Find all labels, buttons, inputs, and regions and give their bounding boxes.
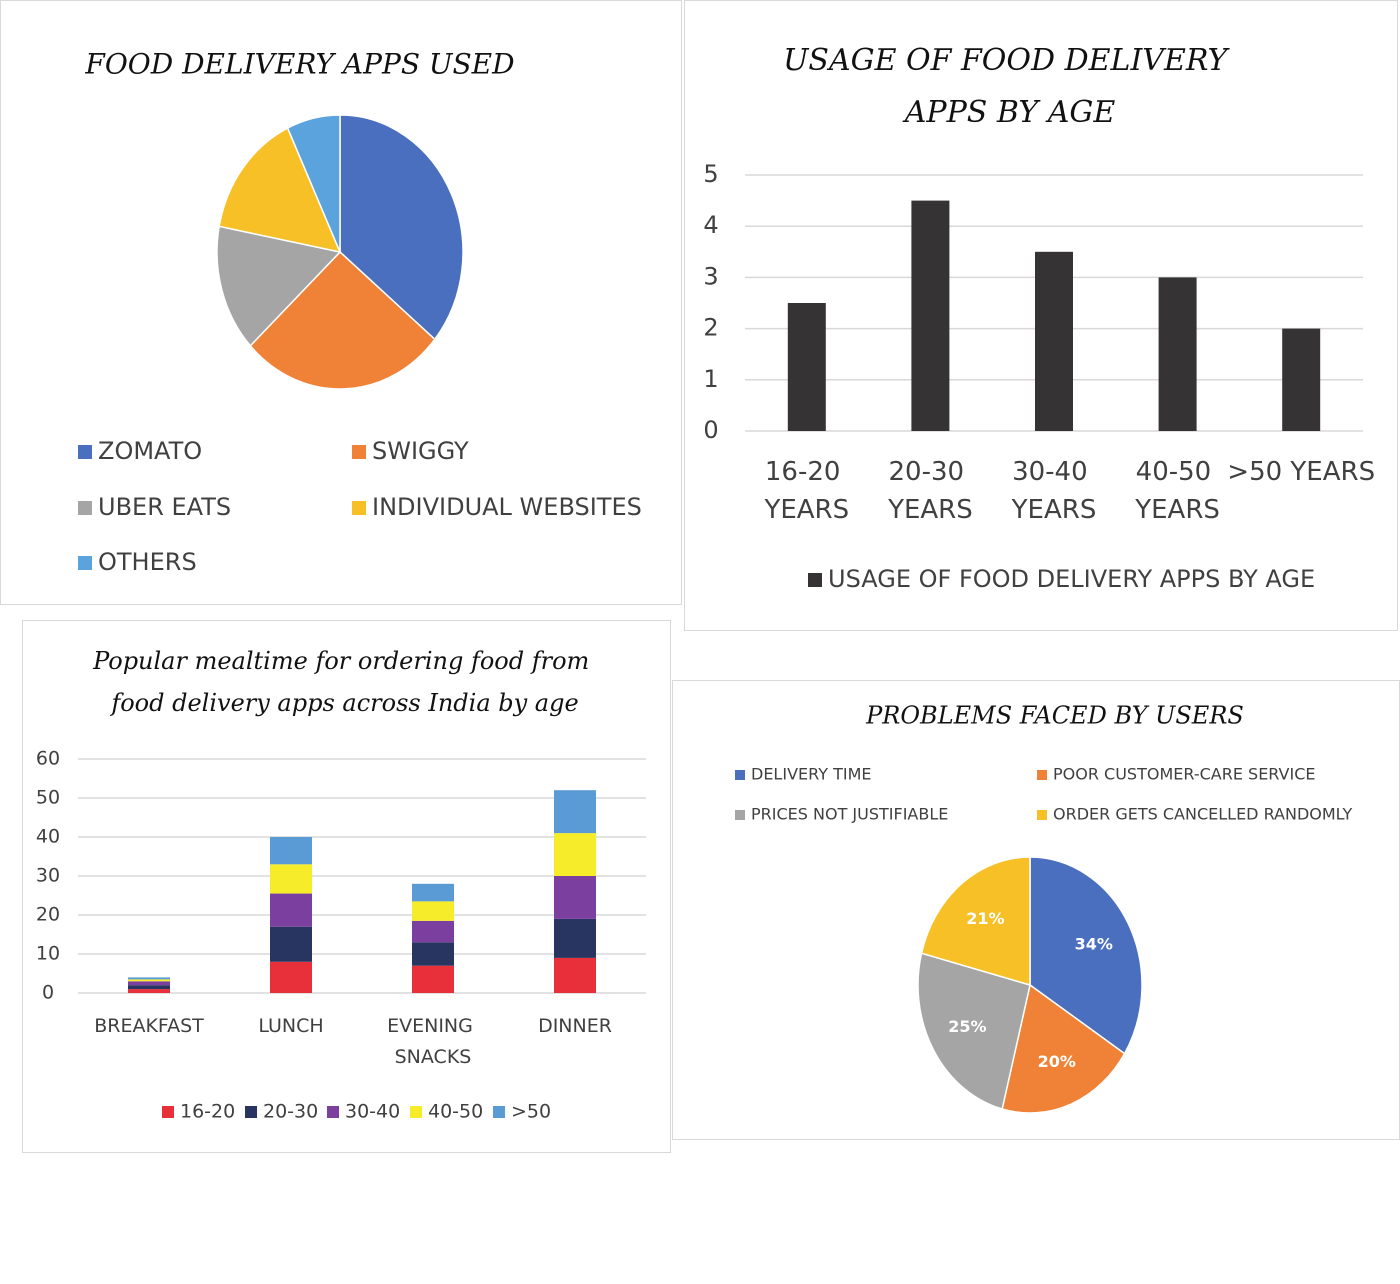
bar xyxy=(270,893,312,927)
y-tick-label: 0 xyxy=(42,982,54,1004)
y-tick-label: 5 xyxy=(703,160,718,188)
bar xyxy=(787,303,826,431)
x-tick-label: >50 YEARS xyxy=(1227,457,1375,487)
legend-swatch xyxy=(78,556,92,570)
y-tick-label: 20 xyxy=(36,904,60,926)
bar xyxy=(412,883,454,902)
panel xyxy=(0,0,682,605)
pie-slice xyxy=(216,225,342,347)
legend-label: POOR CUSTOMER-CARE SERVICE xyxy=(1053,765,1315,784)
bar xyxy=(1035,251,1073,431)
bar xyxy=(412,965,454,993)
panel xyxy=(684,0,1398,631)
data-label: 34% xyxy=(1075,934,1113,953)
bar xyxy=(128,985,170,990)
legend-swatch xyxy=(1037,810,1047,820)
legend-swatch xyxy=(245,1106,257,1118)
legend-label: OTHERS xyxy=(98,548,197,576)
pie-slice xyxy=(917,952,1031,1110)
bar xyxy=(1282,328,1321,431)
legend-swatch xyxy=(735,770,745,780)
legend-label: SWIGGY xyxy=(372,437,469,465)
chart-title: Popular mealtime for ordering food from … xyxy=(92,647,597,717)
legend-label: USAGE OF FOOD DELIVERY APPS BY AGE xyxy=(828,565,1315,593)
bar xyxy=(270,837,312,865)
legend-label: INDIVIDUAL WEBSITES xyxy=(372,493,642,521)
y-tick-label: 10 xyxy=(36,943,60,965)
bar xyxy=(554,833,596,876)
bar xyxy=(554,918,596,958)
legend-swatch xyxy=(735,810,745,820)
bar xyxy=(128,981,170,986)
x-tick-label: LUNCH xyxy=(258,1015,323,1037)
chart-title: PROBLEMS FACED BY USERS xyxy=(865,702,1244,730)
bar xyxy=(911,200,950,431)
legend-swatch xyxy=(493,1106,505,1118)
y-tick-label: 2 xyxy=(703,314,718,342)
bar xyxy=(270,926,312,962)
bar xyxy=(412,920,454,943)
y-tick-label: 3 xyxy=(703,262,718,290)
bar xyxy=(128,977,170,980)
legend-label: ZOMATO xyxy=(98,437,202,465)
pie-slice xyxy=(1001,983,1126,1114)
legend-label: ORDER GETS CANCELLED RANDOMLY xyxy=(1053,805,1352,824)
y-tick-label: 0 xyxy=(703,416,718,444)
bar xyxy=(270,864,312,894)
bar xyxy=(554,957,596,993)
y-tick-label: 4 xyxy=(703,211,718,239)
legend-swatch xyxy=(352,501,366,515)
bar xyxy=(128,979,170,982)
data-label: 21% xyxy=(966,909,1004,928)
bar xyxy=(128,989,170,993)
legend-swatch xyxy=(1037,770,1047,780)
data-label: 20% xyxy=(1038,1052,1076,1071)
bar xyxy=(412,942,454,966)
legend-label: PRICES NOT JUSTIFIABLE xyxy=(751,805,948,824)
pie-slice xyxy=(249,250,436,390)
legend-swatch xyxy=(352,445,366,459)
pie-slice xyxy=(920,856,1031,987)
y-tick-label: 50 xyxy=(36,787,60,809)
legend-label: 20-30 xyxy=(263,1101,318,1123)
bar xyxy=(1158,277,1197,431)
legend-label: 40-50 xyxy=(428,1101,483,1123)
legend-swatch xyxy=(410,1106,422,1118)
x-tick-label: BREAKFAST xyxy=(94,1015,204,1037)
pie-slice xyxy=(339,114,464,341)
x-tick-label: 16-20 YEARS xyxy=(763,457,849,525)
bar xyxy=(270,961,312,993)
x-tick-label: 30-40 YEARS xyxy=(1011,457,1097,525)
x-tick-label: DINNER xyxy=(538,1015,612,1037)
legend-label: DELIVERY TIME xyxy=(751,765,871,784)
chart-title: FOOD DELIVERY APPS USED xyxy=(84,48,514,81)
legend-label: 30-40 xyxy=(345,1101,400,1123)
legend-swatch xyxy=(808,573,822,587)
x-tick-label: EVENING SNACKS xyxy=(387,1015,479,1068)
y-tick-label: 30 xyxy=(36,865,60,887)
panel xyxy=(22,620,671,1153)
legend-swatch xyxy=(78,501,92,515)
legend-swatch xyxy=(78,445,92,459)
bar xyxy=(554,790,596,834)
legend-label: UBER EATS xyxy=(98,493,231,521)
chart-title: USAGE OF FOOD DELIVERY APPS BY AGE xyxy=(783,43,1237,130)
legend-swatch xyxy=(327,1106,339,1118)
x-tick-label: 40-50 YEARS xyxy=(1134,457,1220,525)
x-tick-label: 20-30 YEARS xyxy=(887,457,973,525)
legend-label: >50 xyxy=(511,1101,551,1123)
data-label: 25% xyxy=(948,1017,986,1036)
bar xyxy=(412,901,454,921)
y-tick-label: 1 xyxy=(703,365,718,393)
legend-swatch xyxy=(162,1106,174,1118)
y-tick-label: 40 xyxy=(36,826,60,848)
legend-label: 16-20 xyxy=(180,1101,235,1123)
y-tick-label: 60 xyxy=(36,748,60,770)
pie-slice xyxy=(218,126,342,254)
bar xyxy=(554,876,596,919)
pie-slice xyxy=(286,114,341,253)
